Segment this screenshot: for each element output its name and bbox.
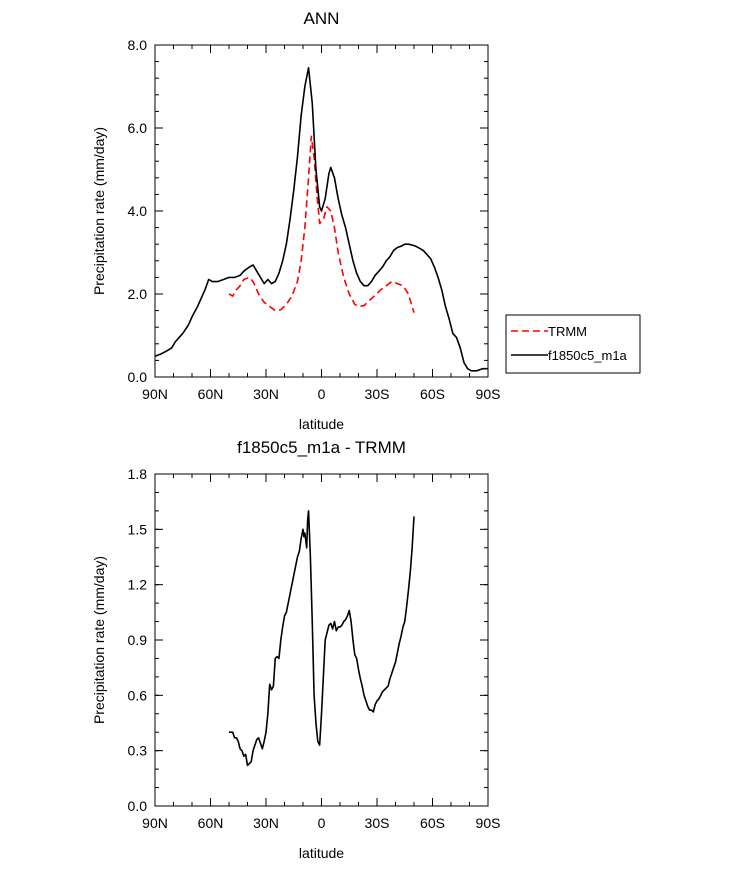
chart-title: f1850c5_m1a - TRMM [237, 438, 406, 457]
legend-label: f1850c5_m1a [548, 348, 628, 363]
y-tick-label: 2.0 [128, 286, 148, 302]
legend-label: TRMM [548, 324, 587, 339]
y-tick-label: 1.8 [128, 466, 148, 482]
x-axis-label: latitude [299, 416, 344, 432]
x-tick-label: 60S [420, 815, 445, 831]
chart-title: ANN [304, 9, 340, 28]
legend-box [505, 314, 641, 374]
x-axis-label: latitude [299, 845, 344, 861]
plot-frame [154, 473, 489, 807]
x-tick-label: 60S [420, 386, 445, 402]
y-tick-label: 4.0 [128, 203, 148, 219]
y-tick-label: 6.0 [128, 120, 148, 136]
x-tick-label: 0 [318, 386, 326, 402]
panel-difference-precipitation: 90N 60N 30N 0 30S 60S 90S 0.0 0.3 0.6 0.9 1.2 1.5 1.8… [91, 438, 500, 861]
x-tick-label: 30N [253, 815, 279, 831]
x-tick-label: 90S [476, 815, 501, 831]
x-tick-label: 30S [365, 815, 390, 831]
y-tick-label: 0.0 [128, 369, 148, 385]
x-tick-label: 0 [318, 815, 326, 831]
panel-annual-precipitation: 90N 60N 30N 0 30S 60S 90S 0.0 2.0 4.0 6.0 8.0 ANN lat… [91, 9, 641, 432]
series-line-f1850c5-m1a-trmm [229, 510, 415, 767]
series-line-f1850c5-m1a [154, 67, 488, 372]
y-tick-label: 0.3 [128, 743, 148, 759]
x-tick-label: 60N [198, 386, 224, 402]
y-tick-label: 0.6 [128, 687, 148, 703]
x-tick-label: 30N [253, 386, 279, 402]
x-tick-label: 90S [476, 386, 501, 402]
y-tick-label: 0.0 [128, 798, 148, 814]
y-tick-label: 1.2 [128, 577, 148, 593]
y-axis-label: Precipitation rate (mm/day) [91, 127, 107, 295]
series-line-trmm [228, 135, 415, 313]
legend: TRMM f1850c5_m1a [505, 314, 641, 374]
x-tick-label: 60N [198, 815, 224, 831]
x-tick-label: 90N [142, 386, 168, 402]
y-tick-label: 0.9 [128, 632, 148, 648]
y-tick-label: 1.5 [128, 521, 148, 537]
y-tick-label: 8.0 [128, 37, 148, 53]
x-tick-label: 30S [365, 386, 390, 402]
y-axis-label: Precipitation rate (mm/day) [91, 556, 107, 724]
x-tick-label: 90N [142, 815, 168, 831]
